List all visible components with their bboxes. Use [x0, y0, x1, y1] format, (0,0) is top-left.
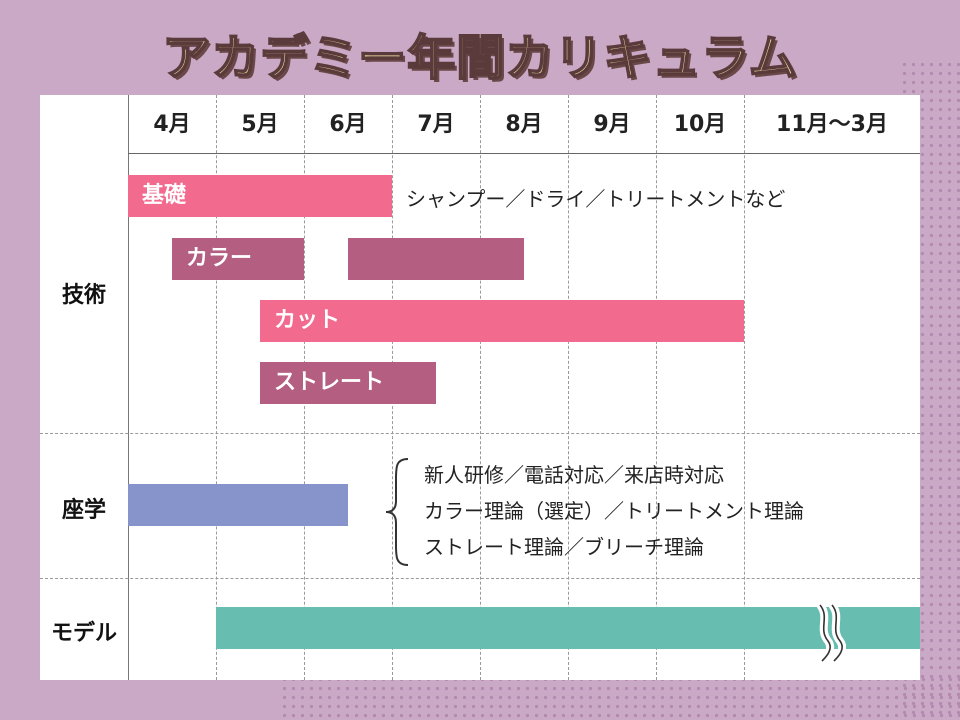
- month-header: 5月: [241, 112, 279, 137]
- month-header: 8月: [505, 112, 543, 137]
- grid-line: [656, 95, 657, 680]
- continuation-break-icon: [816, 603, 846, 663]
- grid-line: [744, 95, 745, 680]
- grid-line: [480, 95, 481, 680]
- dot-pattern-bottom: [280, 675, 960, 720]
- category-divider: [128, 95, 129, 680]
- month-header: 9月: [593, 112, 631, 137]
- note-theory-1: 新人研修／電話対応／来店時対応: [424, 463, 724, 487]
- bar-color-continued: [348, 238, 524, 280]
- note-kiso: シャンプー／ドライ／トリートメントなど: [406, 187, 786, 211]
- month-header: 7月: [417, 112, 455, 137]
- header-divider: [128, 153, 920, 154]
- category-tech: 技術: [61, 283, 106, 308]
- curriculum-table: 4月 5月 6月 7月 8月 9月 10月 11月～3月 技術 座学 モデル 基…: [40, 95, 920, 680]
- bar-color: カラー: [172, 238, 304, 280]
- month-header: 11月～3月: [776, 112, 888, 137]
- bar-kiso: 基礎: [128, 175, 392, 217]
- curly-brace-icon: [385, 458, 409, 566]
- grid-line: [216, 95, 217, 680]
- bar-straight: ストレート: [260, 362, 436, 404]
- month-header: 4月: [153, 112, 191, 137]
- bar-theory: [128, 484, 348, 526]
- category-model: モデル: [50, 621, 117, 646]
- month-header: 6月: [329, 112, 367, 137]
- note-theory-3: ストレート理論／ブリーチ理論: [424, 535, 704, 559]
- month-header: 10月: [673, 112, 727, 137]
- category-theory: 座学: [61, 498, 106, 523]
- grid-line: [568, 95, 569, 680]
- bar-cut: カット: [260, 300, 744, 342]
- page-title: アカデミー年間カリキュラム: [161, 29, 798, 87]
- note-theory-2: カラー理論（選定）／トリートメント理論: [424, 499, 804, 523]
- row-divider: [40, 578, 920, 579]
- bar-model: [216, 607, 920, 649]
- row-divider: [40, 433, 920, 434]
